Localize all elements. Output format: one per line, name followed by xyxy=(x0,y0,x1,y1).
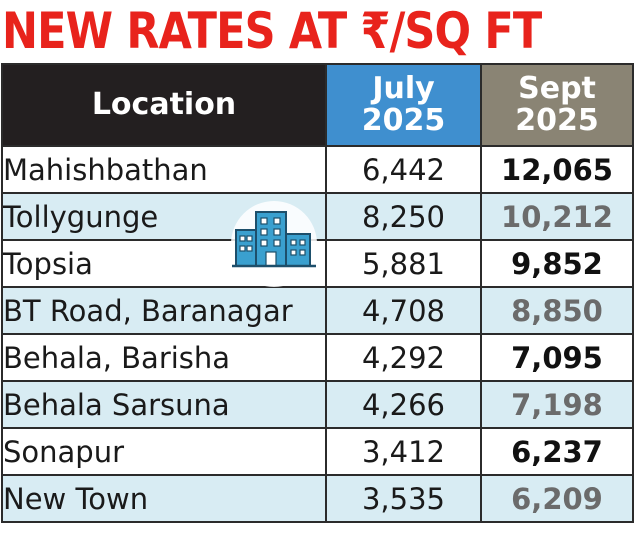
july-rate-cell: 4,708 xyxy=(325,286,482,335)
chart-title: NEW RATES AT ₹/SQ FT xyxy=(2,2,542,60)
location-cell: BT Road, Baranagar xyxy=(1,286,327,335)
rates-table: Location July 2025 Sept 2025 Mahishbatha… xyxy=(1,63,634,523)
july-rate-cell: 4,266 xyxy=(325,380,482,429)
header-july-2025: July 2025 xyxy=(325,63,482,147)
location-cell: Sonapur xyxy=(1,427,327,476)
sept-rate-cell: 12,065 xyxy=(480,145,634,194)
header-location: Location xyxy=(1,63,327,147)
table-header: Location July 2025 Sept 2025 xyxy=(1,63,634,147)
header-sept-month: Sept xyxy=(518,71,596,106)
header-july-year: 2025 xyxy=(361,103,446,138)
july-rate-cell: 4,292 xyxy=(325,333,482,382)
july-rate-cell: 5,881 xyxy=(325,239,482,288)
july-rate-cell: 3,412 xyxy=(325,427,482,476)
header-july-month: July xyxy=(372,71,435,106)
table-row: Sonapur 3,412 6,237 xyxy=(1,427,634,476)
sept-rate-cell: 6,209 xyxy=(480,474,634,523)
location-cell: Behala, Barisha xyxy=(1,333,327,382)
table-row: Behala, Barisha 4,292 7,095 xyxy=(1,333,634,382)
location-cell: Mahishbathan xyxy=(1,145,327,194)
building-icon xyxy=(231,201,317,287)
july-rate-cell: 8,250 xyxy=(325,192,482,241)
sept-rate-cell: 7,198 xyxy=(480,380,634,429)
july-rate-cell: 3,535 xyxy=(325,474,482,523)
location-cell: New Town xyxy=(1,474,327,523)
sept-rate-cell: 8,850 xyxy=(480,286,634,335)
table-row: BT Road, Baranagar 4,708 8,850 xyxy=(1,286,634,335)
july-rate-cell: 6,442 xyxy=(325,145,482,194)
header-row: Location July 2025 Sept 2025 xyxy=(1,63,634,147)
header-sept-year: 2025 xyxy=(515,103,599,138)
table-row: Mahishbathan 6,442 12,065 xyxy=(1,145,634,194)
sept-rate-cell: 10,212 xyxy=(480,192,634,241)
header-sept-2025: Sept 2025 xyxy=(480,63,634,147)
table-row: Behala Sarsuna 4,266 7,198 xyxy=(1,380,634,429)
sept-rate-cell: 6,237 xyxy=(480,427,634,476)
table-row: New Town 3,535 6,209 xyxy=(1,474,634,523)
sept-rate-cell: 7,095 xyxy=(480,333,634,382)
sept-rate-cell: 9,852 xyxy=(480,239,634,288)
location-cell: Behala Sarsuna xyxy=(1,380,327,429)
